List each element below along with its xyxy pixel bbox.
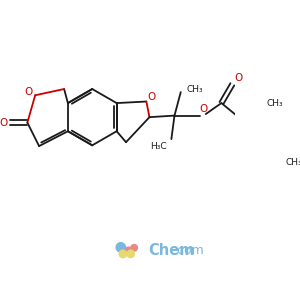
Text: O: O	[235, 73, 243, 83]
Text: O: O	[25, 87, 33, 97]
Text: O: O	[0, 118, 8, 128]
Text: O: O	[199, 104, 208, 114]
Text: H₃C: H₃C	[151, 142, 167, 152]
Circle shape	[119, 250, 127, 258]
Circle shape	[127, 250, 134, 258]
Text: CH₃: CH₃	[285, 158, 300, 167]
Text: CH₃: CH₃	[266, 99, 283, 108]
Text: O: O	[147, 92, 155, 102]
Text: CH₃: CH₃	[187, 85, 203, 94]
Text: .com: .com	[174, 244, 205, 257]
Circle shape	[131, 244, 137, 251]
Circle shape	[116, 243, 125, 252]
Text: Chem: Chem	[148, 243, 194, 258]
Circle shape	[125, 247, 132, 254]
